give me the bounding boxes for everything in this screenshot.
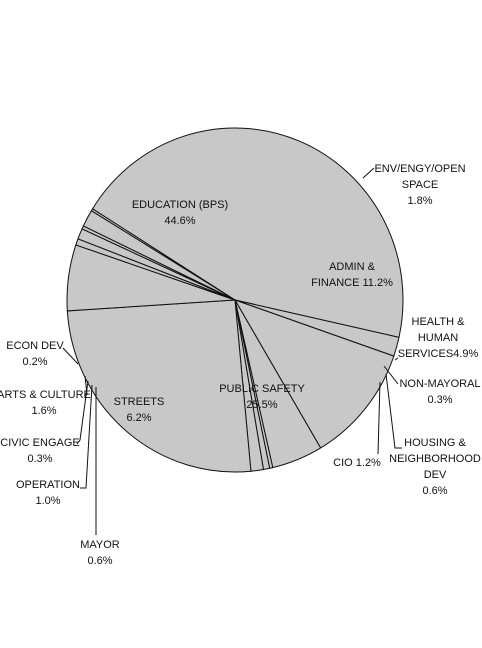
leader-line-econ-dev	[62, 347, 79, 365]
label-health-and-human-services: HEALTH & HUMAN SERVICES4.9%	[398, 316, 479, 360]
label-education-bps: EDUCATION (BPS) 44.6%	[132, 199, 228, 227]
label-admin-and-finance: ADMIN & FINANCE 11.2%	[311, 261, 393, 289]
leader-line-civic-engage	[76, 380, 89, 445]
label-econ-dev: ECON DEV 0.2%	[6, 340, 64, 368]
leader-line-arts-and-culture	[84, 375, 88, 396]
leader-line-housing-and-neighborhood-dev	[385, 373, 402, 449]
leader-line-non-mayoral	[383, 365, 399, 385]
slice-public-safety	[66, 299, 252, 473]
label-mayor: MAYOR 0.6%	[80, 539, 120, 567]
leader-line-operation	[80, 384, 93, 489]
label-streets: STREETS 6.2%	[114, 396, 165, 424]
label-civic-engage: CIVIC ENGAGE 0.3%	[0, 437, 79, 465]
label-operation: OPERATION 1.0%	[16, 479, 80, 507]
label-env-engy-open-space: ENV/ENGY/OPEN SPACE 1.8%	[374, 163, 465, 207]
label-housing-and-neighborhood-dev: HOUSING & NEIGHBORHOOD DEV 0.6%	[389, 437, 481, 497]
label-arts-and-culture: ARTS & CULTURE 1.6%	[0, 389, 91, 417]
leader-line-health-and-human-services	[394, 357, 399, 361]
slice-education-bps	[91, 127, 404, 338]
label-cio: CIO 1.2%	[333, 457, 381, 469]
slice-econ-dev	[90, 208, 236, 301]
label-non-mayoral: NON-MAYORAL 0.3%	[399, 378, 480, 406]
label-public-safety: PUBLIC SAFETY 25.5%	[219, 383, 305, 411]
leader-line-env-engy-open-space	[362, 167, 375, 179]
slice-admin-and-finance	[233, 299, 395, 449]
leader-line-cio	[377, 381, 381, 455]
